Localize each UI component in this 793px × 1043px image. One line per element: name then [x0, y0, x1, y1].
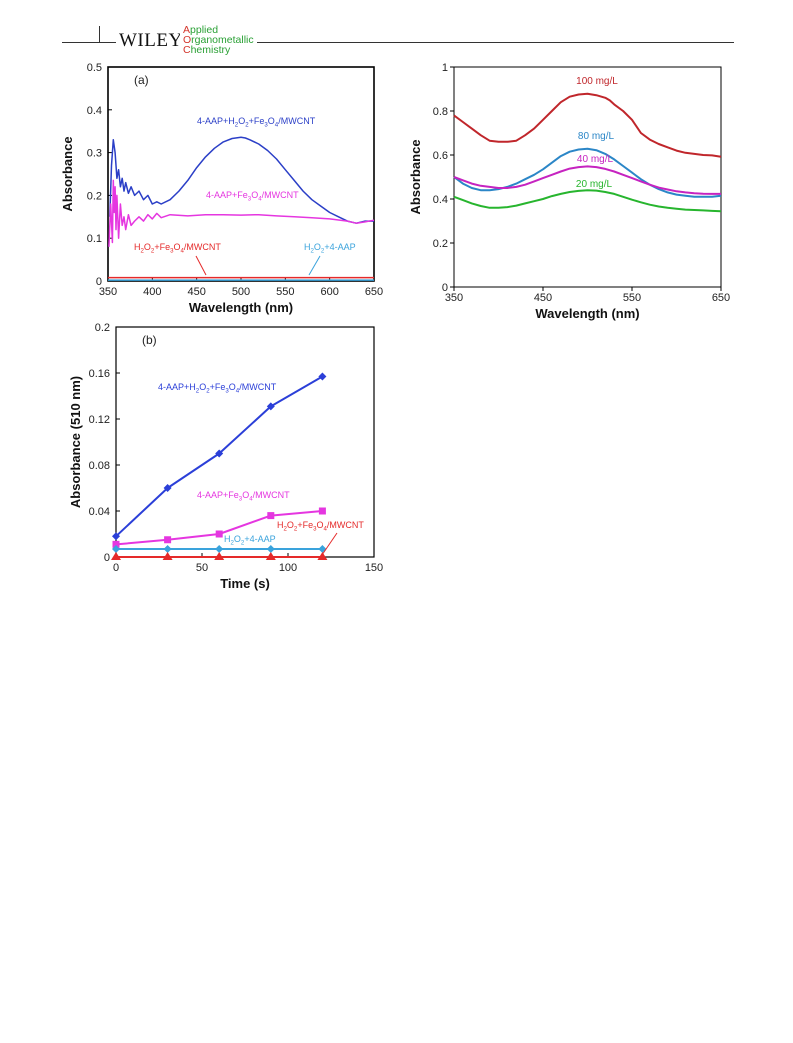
chart-right-series-line — [453, 92, 722, 158]
chart-right-frame — [453, 66, 722, 288]
chart-right-ytick-label: 0.2 — [433, 238, 448, 250]
chart-a-xtick-label: 500 — [232, 286, 250, 298]
header-tick — [99, 26, 100, 42]
chart-b-ytick-label: 0.08 — [89, 460, 110, 472]
chart-b-point — [318, 544, 327, 553]
chart-a-ytick-label: 0.5 — [87, 62, 102, 74]
chart-a-ytick-label: 0.1 — [87, 233, 102, 245]
journal-line-1: Applied — [183, 24, 219, 36]
journal-line-3: Chemistry — [183, 44, 231, 56]
chart-b-point — [317, 552, 328, 560]
chart-b-point — [265, 552, 276, 560]
chart-b-point — [215, 530, 223, 538]
chart-right-series-line — [453, 189, 722, 213]
chart-right-series-label: 100 mg/L — [576, 76, 618, 87]
publisher-logo: WILEY — [116, 30, 186, 52]
chart-right-ytick-label: 0.6 — [433, 150, 448, 162]
chart-a-series-line — [109, 136, 374, 224]
chart-a-leader-line — [195, 255, 207, 276]
chart-b-point — [215, 449, 224, 458]
chart-right-series-label: 40 mg/L — [577, 154, 614, 165]
chart-a-annotation: 4-AAP+Fe3O4/MWCNT — [206, 190, 299, 203]
chart-right-ylabel: Absorbance — [408, 139, 423, 214]
journal-header: WILEY Applied Organometallic Chemistry — [0, 0, 793, 70]
chart-a-ytick-label: 0.4 — [87, 105, 102, 117]
chart-b-annotation: H2O2+Fe3O4/MWCNT — [277, 520, 364, 533]
chart-b-point — [163, 544, 172, 553]
chart-b-xtick-label: 0 — [113, 562, 119, 574]
chart-right-ytick-label: 0 — [442, 282, 448, 294]
chart-b-ytick-label: 0.2 — [95, 322, 110, 334]
chart-b-point — [112, 540, 120, 548]
chart-b-point — [162, 552, 173, 560]
chart-b-annotation: H2O2+4-AAP — [224, 534, 276, 547]
chart-right-series-line — [453, 147, 722, 198]
chart-b-panel-label: (b) — [142, 333, 157, 347]
chart-a-xtick-label: 600 — [320, 286, 338, 298]
chart-b-point — [111, 552, 121, 560]
chart-b-ytick-label: 0 — [104, 552, 110, 564]
chart-a-leader-line — [308, 255, 321, 276]
chart-a-xtick-label: 650 — [365, 286, 383, 298]
chart-b-point — [267, 512, 275, 520]
chart-b-leader-line — [321, 532, 338, 556]
chart-a-ytick-label: 0.2 — [87, 190, 102, 202]
chart-right-xtick-label: 350 — [445, 292, 463, 304]
chart-b-point — [318, 507, 326, 515]
chart-right-series-line — [453, 165, 721, 195]
chart-right-xtick-label: 650 — [712, 292, 730, 304]
journal-name: Applied Organometallic Chemistry — [180, 25, 257, 55]
chart-right-ytick-label: 0.8 — [433, 106, 448, 118]
chart-b-point — [164, 536, 172, 544]
chart-b-point — [266, 402, 275, 411]
chart-b-ytick-label: 0.16 — [89, 368, 110, 380]
chart-a-xtick-label: 450 — [187, 286, 205, 298]
chart-right-xtick-label: 450 — [534, 292, 552, 304]
chart-a-ytick-label: 0.3 — [87, 148, 102, 160]
chart-right-series-label: 80 mg/L — [578, 131, 615, 142]
chart-b-xtick-label: 100 — [279, 562, 297, 574]
chart-b-ytick-label: 0.04 — [89, 506, 110, 518]
chart-a-xtick-label: 400 — [143, 286, 161, 298]
chart-a-annotation: H2O2+Fe3O4/MWCNT — [134, 242, 221, 255]
chart-a-ylabel: Absorbance — [60, 136, 75, 211]
chart-a-xtick-label: 350 — [99, 286, 117, 298]
chart-b-point — [215, 544, 224, 553]
header-rule — [62, 42, 734, 43]
chart-b-point — [112, 532, 120, 541]
journal-line-2: Organometallic — [183, 34, 254, 46]
chart-a-xlabel: Wavelength (nm) — [189, 300, 293, 315]
chart-right-ytick-label: 0.4 — [433, 194, 448, 206]
chart-b-point — [163, 484, 172, 492]
chart-right-xlabel: Wavelength (nm) — [535, 306, 639, 321]
chart-b-xtick-label: 50 — [196, 562, 208, 574]
chart-b-point — [266, 544, 275, 553]
chart-b-point — [112, 544, 120, 553]
chart-a-ytick-label: 0 — [96, 276, 102, 288]
chart-b-ylabel: Absorbance (510 nm) — [68, 376, 83, 508]
chart-b-ytick-label: 0.12 — [89, 414, 110, 426]
chart-a-xtick-label: 550 — [276, 286, 294, 298]
chart-right-ytick-label: 1 — [442, 62, 448, 74]
chart-a-panel-label: (a) — [134, 73, 149, 87]
chart-right-xtick-label: 550 — [623, 292, 641, 304]
chart-b-xlabel: Time (s) — [220, 576, 270, 591]
chart-right-series-label: 20 mg/L — [576, 179, 613, 190]
chart-b-annotation: 4-AAP+Fe3O4/MWCNT — [197, 490, 290, 503]
chart-b-point — [214, 552, 225, 560]
chart-a-annotation: H2O2+4-AAP — [304, 242, 356, 255]
chart-b-annotation: 4-AAP+H2O2+Fe3O4/MWCNT — [158, 382, 277, 395]
chart-a-series-line — [108, 179, 375, 247]
chart-b-point — [318, 372, 327, 381]
chart-b-xtick-label: 150 — [365, 562, 383, 574]
chart-a-annotation: 4-AAP+H2O2+Fe3O4/MWCNT — [197, 116, 316, 129]
